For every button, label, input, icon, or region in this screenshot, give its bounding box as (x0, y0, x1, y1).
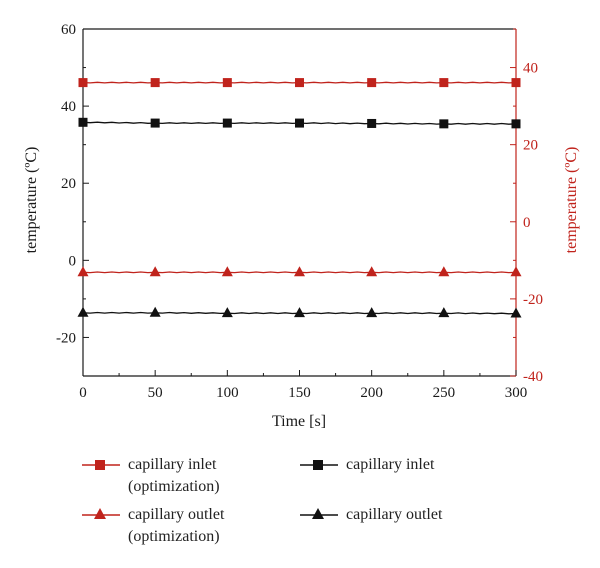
data-point-square (78, 78, 88, 88)
legend-item-inlet-optimization: capillary inlet (optimization) (80, 454, 220, 498)
y-axis-right-label: temperature (ºC) (563, 147, 580, 254)
y-right-tick-label: 0 (523, 215, 531, 231)
y-right-tick-label: 40 (523, 61, 538, 77)
legend-label: capillary inlet (optimization) (128, 456, 220, 495)
legend-item-outlet-optimization: capillary outlet (optimization) (80, 504, 224, 548)
black-square-marker-icon (300, 460, 338, 470)
data-point-triangle (77, 266, 89, 277)
data-point-triangle (366, 266, 378, 277)
x-tick-label: 0 (79, 385, 87, 401)
legend-item-outlet: capillary outlet (298, 504, 442, 526)
data-point-triangle (77, 306, 89, 317)
y-axis-left-label: temperature (ºC) (23, 147, 40, 254)
data-point-triangle (438, 266, 450, 277)
x-tick-label: 150 (288, 385, 311, 401)
dual-axis-line-chart: temperature (ºC) temperature (ºC) Time [… (23, 22, 580, 430)
data-point-square (511, 119, 521, 129)
data-point-square (295, 78, 304, 88)
data-point-triangle (221, 266, 233, 277)
y-axis-left-title: temperature (ºC) (23, 147, 40, 254)
data-point-square (439, 78, 449, 88)
y-right-tick-label: 20 (523, 138, 538, 154)
red-square-marker-icon (82, 460, 120, 470)
data-point-square (367, 78, 377, 88)
x-tick-label: 250 (433, 385, 456, 401)
data-point-square (150, 78, 160, 88)
y-right-tick-label: -40 (523, 369, 543, 385)
data-point-square (222, 118, 232, 128)
y-left-tick-label: -20 (56, 330, 76, 346)
data-point-square (367, 118, 377, 128)
y-left-tick-label: 20 (61, 176, 76, 192)
y-left-tick-label: 60 (61, 22, 76, 38)
x-tick-label: 200 (360, 385, 383, 401)
data-point-triangle (510, 307, 522, 318)
data-point-triangle (510, 266, 522, 277)
data-point-square (295, 118, 304, 128)
legend-label: capillary inlet (346, 456, 435, 473)
data-point-square (511, 78, 521, 88)
y-right-tick-label: -20 (523, 292, 543, 308)
x-tick-label: 100 (216, 385, 239, 401)
x-axis-label: Time [s] (272, 413, 326, 430)
y-axis-right-title: temperature (ºC) (563, 147, 580, 254)
data-point-square (222, 78, 232, 88)
x-tick-label: 50 (148, 385, 163, 401)
legend-item-inlet: capillary inlet (298, 454, 434, 476)
black-triangle-marker-icon (300, 508, 338, 519)
legend: capillary inlet (optimization) capillary… (80, 450, 520, 560)
x-tick-label: 300 (505, 385, 528, 401)
data-point-triangle (294, 266, 305, 277)
y-left-tick-label: 0 (69, 253, 77, 269)
data-point-triangle (149, 306, 161, 317)
legend-label: capillary outlet (346, 506, 443, 523)
data-point-square (78, 117, 88, 127)
data-point-triangle (221, 307, 233, 318)
legend-label: capillary outlet (optimization) (128, 506, 225, 545)
data-point-triangle (438, 307, 450, 318)
red-triangle-marker-icon (82, 508, 120, 519)
y-left-tick-label: 40 (61, 99, 76, 115)
data-point-triangle (294, 307, 305, 318)
data-point-triangle (366, 307, 378, 318)
data-point-triangle (149, 266, 161, 277)
data-point-square (439, 119, 449, 129)
data-point-square (150, 118, 160, 128)
